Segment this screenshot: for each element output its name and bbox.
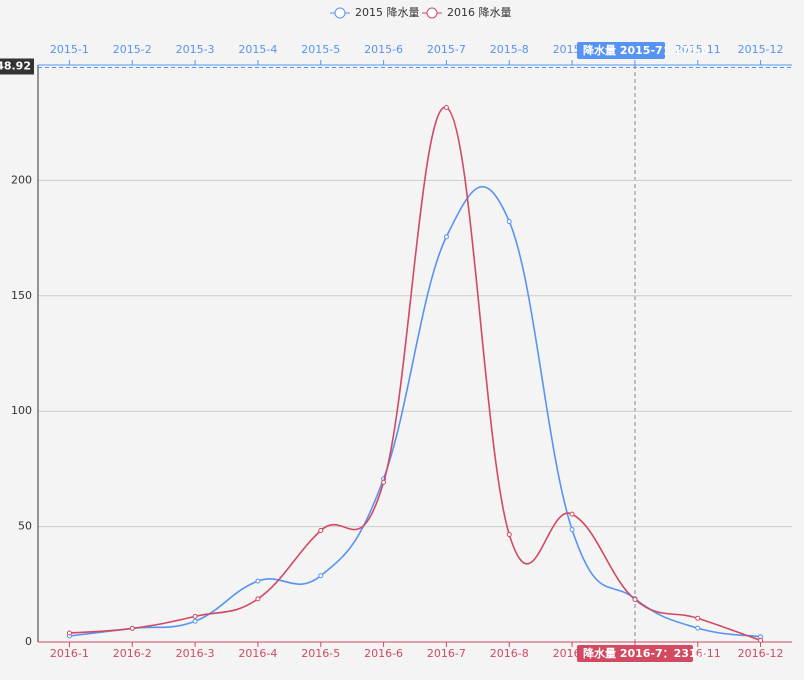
legend-label: 2016 降水量 <box>447 5 512 19</box>
point <box>695 625 701 631</box>
x-tick-label: 2016-1 <box>50 647 89 660</box>
tooltip-value: 231.6 <box>674 647 709 660</box>
legend-label: 2015 降水量 <box>355 5 420 19</box>
point <box>318 528 324 534</box>
point <box>129 625 135 631</box>
y-tick-label: 50 <box>18 520 32 533</box>
x-tick-label-top: 2015-5 <box>301 43 340 56</box>
point <box>443 234 449 240</box>
series-line <box>69 186 761 638</box>
x-tick-label: 2016-4 <box>238 647 277 660</box>
legend-symbol <box>426 7 438 19</box>
x-tick-label: 2016-8 <box>490 647 529 660</box>
point <box>255 596 261 602</box>
point <box>66 630 72 636</box>
x-tick-label: 2016-12 <box>738 647 784 660</box>
x-tick-label-top: 2015-12 <box>738 43 784 56</box>
tooltip-box <box>577 42 665 59</box>
x-tick-label: 2016-6 <box>364 647 403 660</box>
point <box>192 618 198 624</box>
legend-item: 2015 降水量 <box>330 5 420 19</box>
point <box>569 527 575 533</box>
tooltip-text: 降水量 2016-7：231.6 <box>583 646 709 660</box>
tooltip: 降水量 2015-7：175.6 <box>577 42 709 59</box>
tooltip-label: 降水量 2016-7： <box>583 646 674 660</box>
x-tick-label: 2016-7 <box>427 647 466 660</box>
tooltip-text: 降水量 2015-7：175.6 <box>583 43 709 57</box>
tooltip: 降水量 2016-7：231.6 <box>577 645 709 662</box>
x-tick-label: 2016-3 <box>176 647 215 660</box>
x-tick-label-top: 2015-1 <box>50 43 89 56</box>
x-tick-label-top: 2015-4 <box>238 43 277 56</box>
point <box>632 597 638 603</box>
point <box>318 573 324 579</box>
point <box>758 637 764 643</box>
y-tick-label: 0 <box>25 635 32 648</box>
x-tick-label: 2016-2 <box>113 647 152 660</box>
axis-pointer-label: 248.92 <box>0 59 31 72</box>
tooltip-label: 降水量 2015-7： <box>583 43 674 57</box>
point <box>506 531 512 537</box>
point <box>506 218 512 224</box>
point <box>255 578 261 584</box>
x-tick-label-top: 2015-8 <box>490 43 529 56</box>
point <box>695 615 701 621</box>
legend-symbol <box>334 7 346 19</box>
point <box>192 613 198 619</box>
x-tick-label-top: 2015-11 <box>675 43 721 56</box>
y-tick-label: 100 <box>11 404 32 417</box>
legend-item: 2016 降水量 <box>422 5 512 19</box>
y-tick-label: 150 <box>11 289 32 302</box>
axis-pointer-box <box>0 58 34 75</box>
x-tick-label-top: 2015-3 <box>176 43 215 56</box>
point <box>381 479 387 485</box>
point <box>569 511 575 517</box>
tooltip-box <box>577 645 693 662</box>
point <box>443 104 449 110</box>
tooltip-value: 175.6 <box>674 44 709 57</box>
x-tick-label-top: 2015-7 <box>427 43 466 56</box>
x-tick-label-top: 2015-6 <box>364 43 403 56</box>
x-tick-label-top: 2015-2 <box>113 43 152 56</box>
x-tick-label: 2016-5 <box>301 647 340 660</box>
series-line <box>69 106 761 642</box>
y-tick-label: 200 <box>11 173 32 186</box>
